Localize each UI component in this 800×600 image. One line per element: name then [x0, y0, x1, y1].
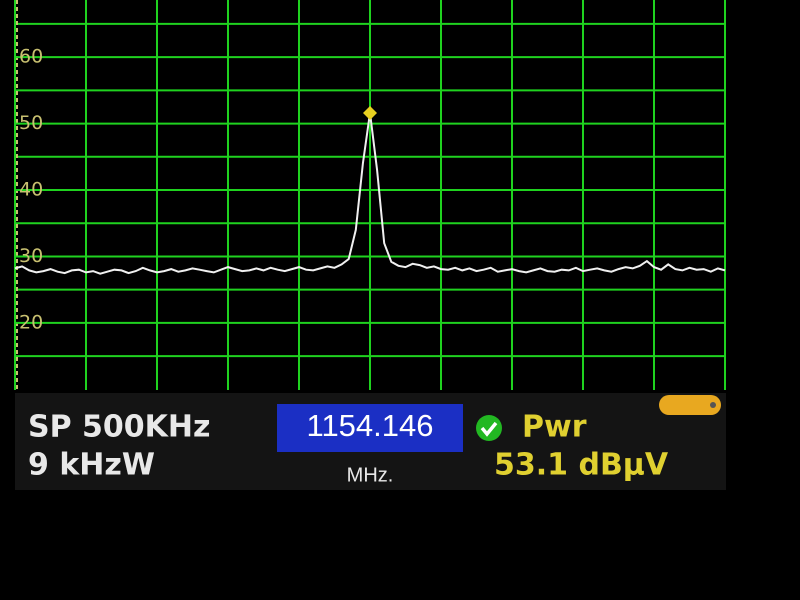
check-mark — [480, 421, 498, 437]
measure-label: Pwr — [522, 410, 587, 445]
spectrum-plot: 20 30 40 50 60 70 — [14, 0, 726, 390]
y-tick-label: 30 — [19, 245, 43, 267]
lock-icon — [476, 415, 502, 441]
measure-value: 53.1 dBµV — [494, 448, 669, 483]
rbw-label: 9 kHzW — [28, 448, 155, 483]
peak-marker — [363, 105, 377, 120]
span-label: SP 500KHz — [28, 410, 210, 445]
y-tick-label: 50 — [19, 112, 43, 134]
y-tick-label: 20 — [19, 311, 43, 333]
y-tick-label: 70 — [19, 0, 43, 1]
battery-icon — [659, 395, 721, 415]
frequency-box[interactable] — [277, 404, 463, 452]
frequency-value: 1154.146 — [307, 408, 434, 443]
y-tick-label: 60 — [19, 46, 43, 68]
frequency-unit: MHz. — [347, 464, 394, 486]
battery-tip — [710, 402, 716, 408]
y-tick-label: 40 — [19, 179, 43, 201]
